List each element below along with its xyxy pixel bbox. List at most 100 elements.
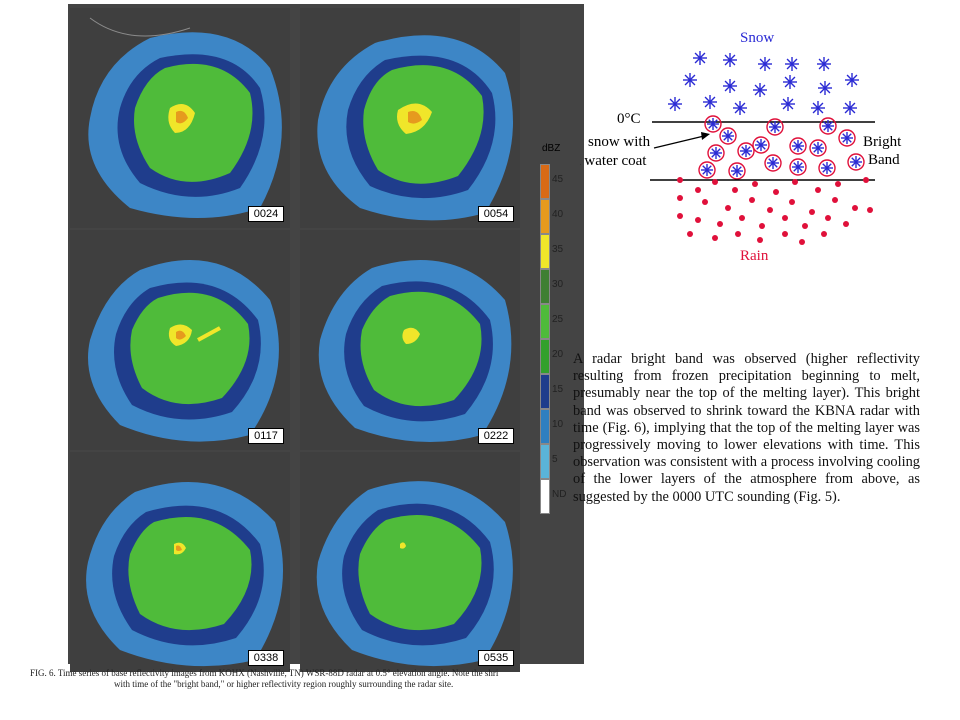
radar-image (317, 35, 514, 221)
caption-line: with time of the "bright band," or highe… (114, 679, 454, 689)
snowflake-icon (723, 53, 737, 67)
coated-snowflake-icon (731, 165, 743, 177)
radar-image (316, 481, 513, 667)
water-coat-ring (704, 115, 722, 133)
raindrop-icon (677, 177, 683, 183)
radar-panel: 0535 (300, 452, 520, 672)
coated-snowflake-icon (821, 162, 833, 174)
snowflake-icon (668, 97, 682, 111)
snowflake-icon (753, 83, 767, 97)
snowflake-icon (817, 57, 831, 71)
colorbar-segment (540, 199, 550, 234)
raindrop-icon (712, 179, 718, 185)
raindrop-icon (809, 209, 815, 215)
raindrop-icon (752, 181, 758, 187)
snowflake-icon (845, 73, 859, 87)
raindrop-group (677, 177, 873, 245)
radar-image (88, 260, 279, 442)
time-label: 0054 (478, 206, 514, 222)
colorbar-segment (540, 339, 550, 374)
water-coat-ring (838, 129, 856, 147)
coated-snowflake-icon (722, 130, 734, 142)
colorbar-label: 45 (552, 174, 564, 185)
raindrop-icon (725, 205, 731, 211)
rain-label: Rain (740, 248, 769, 264)
snowflake-icon (758, 57, 772, 71)
snowflake-icon (785, 57, 799, 71)
snowflake-icon (693, 51, 707, 65)
raindrop-icon (739, 215, 745, 221)
coated-snowflake-icon (850, 156, 862, 168)
time-label: 0535 (478, 650, 514, 666)
snowflake-icon (703, 95, 717, 109)
water-coat-ring (809, 139, 827, 157)
colorbar-label: 15 (552, 384, 564, 395)
raindrop-icon (677, 195, 683, 201)
colorbar-segment (540, 409, 550, 444)
coated-snow-group (698, 115, 865, 180)
coated-snowflake-icon (707, 118, 719, 130)
time-label: 0024 (248, 206, 284, 222)
figure-caption: FIG. 6. Time series of base reflectivity… (30, 668, 590, 690)
radar-panel: 0024 (70, 8, 290, 228)
coated-snowflake-icon (792, 161, 804, 173)
coated-snowflake-icon (812, 142, 824, 154)
water-coat-ring (698, 161, 716, 179)
raindrop-icon (773, 189, 779, 195)
raindrop-icon (735, 231, 741, 237)
colorbar-label: 20 (552, 349, 564, 360)
coated-snowflake-icon (792, 140, 804, 152)
raindrop-icon (852, 205, 858, 211)
raindrop-icon (759, 223, 765, 229)
raindrop-icon (825, 215, 831, 221)
water-coat-ring (789, 158, 807, 176)
time-label: 0338 (248, 650, 284, 666)
snow-label: Snow (740, 30, 774, 46)
colorbar-label: 10 (552, 419, 564, 430)
colorbar-segment (540, 444, 550, 479)
colorbar-segment (540, 234, 550, 269)
radar-panel: 0222 (300, 230, 520, 450)
radar-panel: 0054 (300, 8, 520, 228)
snowflake-icon (781, 97, 795, 111)
raindrop-icon (835, 181, 841, 187)
water-coat-label: a water coat (580, 153, 647, 169)
raindrop-icon (867, 207, 873, 213)
raindrop-icon (832, 197, 838, 203)
raindrop-icon (749, 197, 755, 203)
colorbar-segment (540, 374, 550, 409)
colorbar-label: 30 (552, 279, 564, 290)
raindrop-icon (702, 199, 708, 205)
arrow-head-icon (701, 132, 710, 140)
raindrop-icon (732, 187, 738, 193)
colorbar-label: 25 (552, 314, 564, 325)
colorbar-label: 35 (552, 244, 564, 255)
raindrop-icon (687, 231, 693, 237)
coated-snowflake-icon (710, 147, 722, 159)
coated-snowflake-icon (755, 139, 767, 151)
raindrop-icon (782, 215, 788, 221)
coated-snowflake-icon (769, 121, 781, 133)
colorbar-label: ND (552, 489, 567, 500)
radar-image (88, 17, 282, 219)
radar-panel: 0338 (70, 452, 290, 672)
raindrop-icon (767, 207, 773, 213)
snowflake-icon (818, 81, 832, 95)
colorbar-unit: dBZ (542, 143, 561, 154)
water-coat-ring (819, 117, 837, 135)
colorbar-label: 5 (552, 454, 558, 465)
raindrop-icon (757, 237, 763, 243)
radar-image (86, 482, 284, 667)
snowflake-icon (733, 101, 747, 115)
body-paragraph: A radar bright band was observed (higher… (573, 351, 920, 505)
water-coat-ring (737, 142, 755, 160)
snowflake-icon (783, 75, 797, 89)
raindrop-icon (789, 199, 795, 205)
snowflake-group (668, 51, 859, 115)
coated-snowflake-icon (701, 164, 713, 176)
pointer-arrow (653, 135, 705, 149)
bright-label: Bright (863, 134, 902, 150)
colorbar-label: 40 (552, 209, 564, 220)
water-coat-ring (818, 159, 836, 177)
water-coat-ring (728, 162, 746, 180)
